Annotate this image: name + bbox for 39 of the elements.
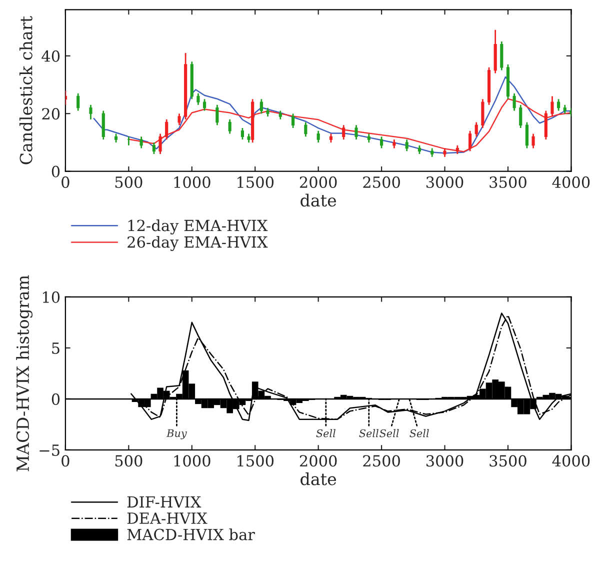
x-tick-label: 1000 — [174, 455, 210, 467]
x-tick-label: 1500 — [238, 455, 274, 467]
x-tick-label: 500 — [115, 176, 142, 188]
x-tick-label: 0 — [62, 455, 70, 467]
x-tick-label: 1000 — [174, 176, 210, 188]
y-axis-title: MACD-HVIX histogram — [16, 275, 33, 472]
y-tick-label: 0 — [52, 393, 60, 405]
x-tick-label: 3500 — [490, 455, 526, 467]
x-tick-label: 3000 — [426, 455, 464, 467]
annotation: Buy — [166, 429, 187, 440]
y-axis-title: Candlestick chart — [19, 16, 32, 164]
x-tick-label: 2000 — [300, 455, 337, 467]
x-tick-label: 4000 — [552, 455, 590, 467]
x-tick-label: 3500 — [490, 176, 526, 188]
legend-label: DIF-HVIX — [127, 496, 202, 508]
x-tick-label: 500 — [115, 455, 142, 467]
y-tick-label: 5 — [52, 342, 60, 354]
x-tick-label: 3000 — [426, 176, 464, 188]
x-tick-label: 1500 — [238, 176, 274, 188]
y-tick-label: 20 — [42, 108, 60, 120]
legend-label: MACD-HVIX bar — [127, 528, 255, 540]
x-tick-label: 2500 — [363, 455, 400, 467]
y-tick-label: 0 — [52, 166, 60, 178]
x-tick-label: 2000 — [300, 176, 337, 188]
annotation: Sell — [380, 429, 399, 438]
y-tick-label: 40 — [42, 50, 60, 62]
x-axis-title: date — [300, 194, 336, 207]
annotation: Sell — [359, 429, 378, 438]
legend-label: 26-day EMA-HVIX — [128, 236, 268, 251]
legend-label: 12-day EMA-HVIX — [128, 219, 268, 234]
y-tick-label: −5 — [40, 444, 60, 456]
x-axis-title: date — [300, 472, 336, 486]
annotation: Sell — [316, 429, 336, 438]
legend-label: DEA-HVIX — [127, 512, 208, 524]
y-tick-label: 10 — [43, 291, 60, 303]
annotation: Sell — [410, 429, 429, 438]
x-tick-label: 0 — [62, 176, 70, 188]
x-tick-label: 4000 — [552, 176, 590, 188]
x-tick-label: 2500 — [363, 176, 400, 188]
